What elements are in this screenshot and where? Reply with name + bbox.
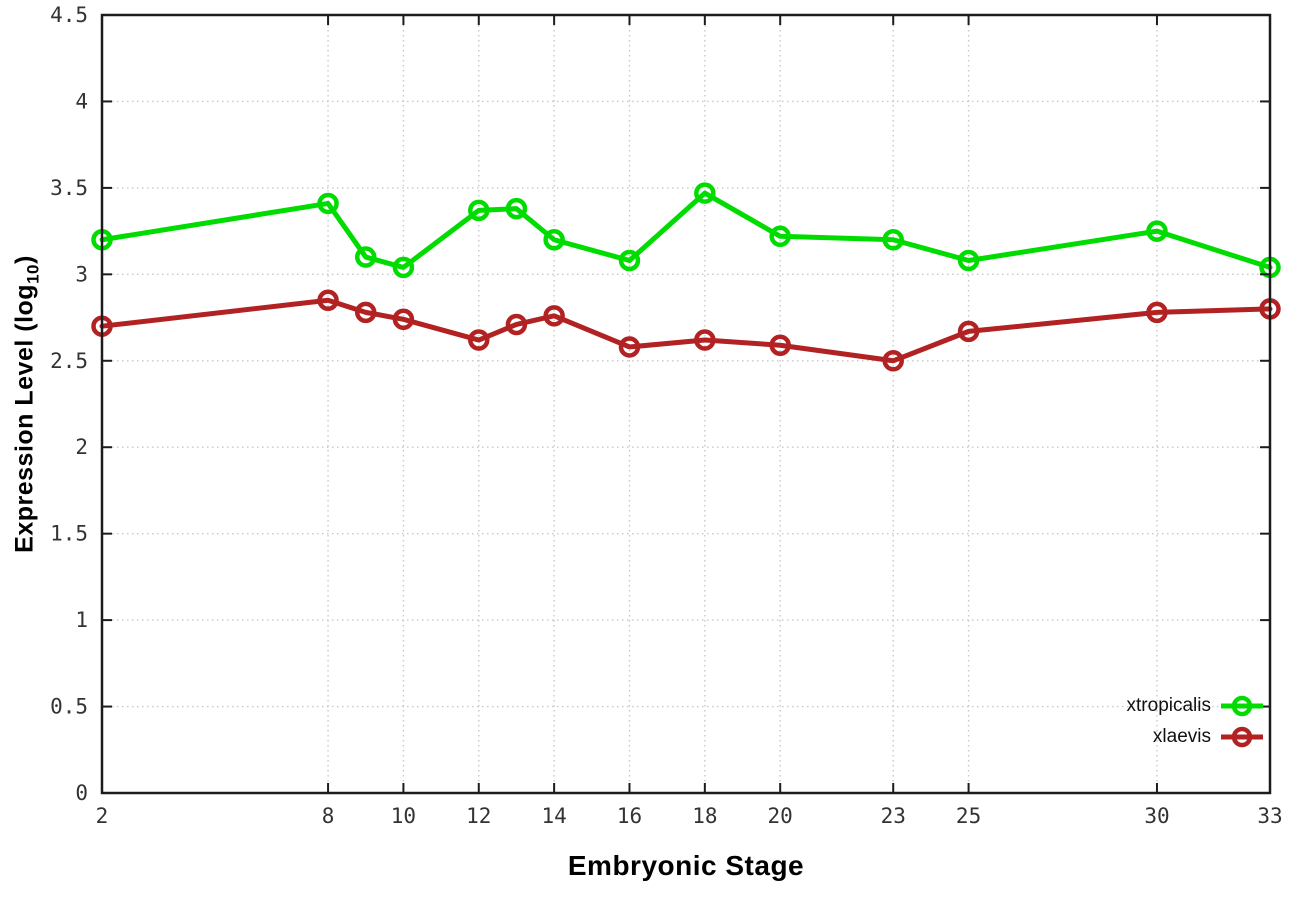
y-axis-title-subscript: 10: [23, 263, 43, 284]
y-axis-title-close: ): [10, 255, 39, 264]
data-point-xtropicalis: [694, 182, 716, 204]
data-point-xlaevis: [957, 320, 980, 343]
data-point-xlaevis: [543, 305, 565, 327]
x-tick-label: 16: [617, 804, 642, 828]
y-tick-label: 4: [75, 89, 88, 113]
x-tick-label: 10: [391, 804, 416, 828]
data-point-xlaevis: [317, 289, 339, 312]
data-point-xlaevis: [505, 313, 528, 336]
y-tick-label: 2.5: [50, 349, 88, 373]
data-point-xtropicalis: [392, 256, 415, 279]
x-tick-label: 25: [956, 804, 981, 828]
data-point-xtropicalis: [317, 192, 339, 215]
x-axis-title: Embryonic Stage: [567, 850, 805, 881]
x-tick-label: 14: [541, 804, 566, 828]
data-point-xlaevis: [618, 336, 641, 358]
legend-entry-xlaevis: xlaevis: [1127, 723, 1264, 750]
x-tick-label: 12: [466, 804, 491, 828]
legend-label-xlaevis: xlaevis: [1152, 725, 1211, 747]
y-axis-title-text: Expression Level (log: [10, 283, 39, 553]
x-tick-label: 20: [768, 804, 793, 828]
y-tick-label: 0: [75, 781, 88, 805]
data-point-xtropicalis: [468, 199, 490, 222]
y-tick-label: 2: [75, 435, 88, 459]
legend: xtropicalis xlaevis: [1127, 692, 1264, 750]
x-tick-label: 18: [692, 804, 717, 828]
y-tick-label: 3: [75, 262, 88, 286]
data-point-xlaevis: [694, 329, 716, 351]
data-point-xlaevis: [769, 334, 791, 356]
data-point-xtropicalis: [1146, 220, 1168, 242]
data-point-xtropicalis: [957, 249, 980, 272]
y-tick-label: 1: [75, 608, 88, 632]
legend-marker-xtropicalis-icon: [1221, 695, 1263, 716]
legend-marker-xlaevis-icon: [1221, 726, 1263, 747]
x-tick-label: 8: [322, 804, 335, 828]
data-point-xtropicalis: [618, 249, 641, 272]
data-point-xtropicalis: [769, 225, 791, 248]
data-point-xlaevis: [354, 301, 377, 324]
y-axis-title: Expression Level (log10): [11, 255, 44, 553]
data-point-xtropicalis: [882, 229, 904, 251]
series-line-xlaevis: [99, 297, 1273, 364]
y-tick-label: 4.5: [50, 3, 88, 27]
y-tick-label: 0.5: [50, 695, 88, 719]
data-point-xlaevis: [882, 350, 904, 372]
x-tick-label: 23: [881, 804, 906, 828]
x-tick-label: 30: [1144, 804, 1169, 828]
x-tick-label: 2: [96, 804, 109, 828]
data-point-xlaevis: [468, 329, 490, 351]
x-tick-label: 33: [1257, 804, 1282, 828]
legend-label-xtropicalis: xtropicalis: [1126, 694, 1211, 716]
plot-border: [100, 13, 1272, 795]
data-point-xtropicalis: [543, 229, 565, 251]
data-point-xlaevis: [392, 308, 415, 331]
data-point-xlaevis: [1146, 301, 1168, 324]
series-line-xtropicalis: [99, 190, 1273, 270]
data-point-xtropicalis: [505, 197, 528, 220]
y-tick-label: 1.5: [50, 522, 88, 546]
legend-entry-xtropicalis: xtropicalis: [1127, 692, 1264, 719]
data-point-xtropicalis: [354, 246, 377, 268]
y-tick-label: 3.5: [50, 176, 88, 200]
